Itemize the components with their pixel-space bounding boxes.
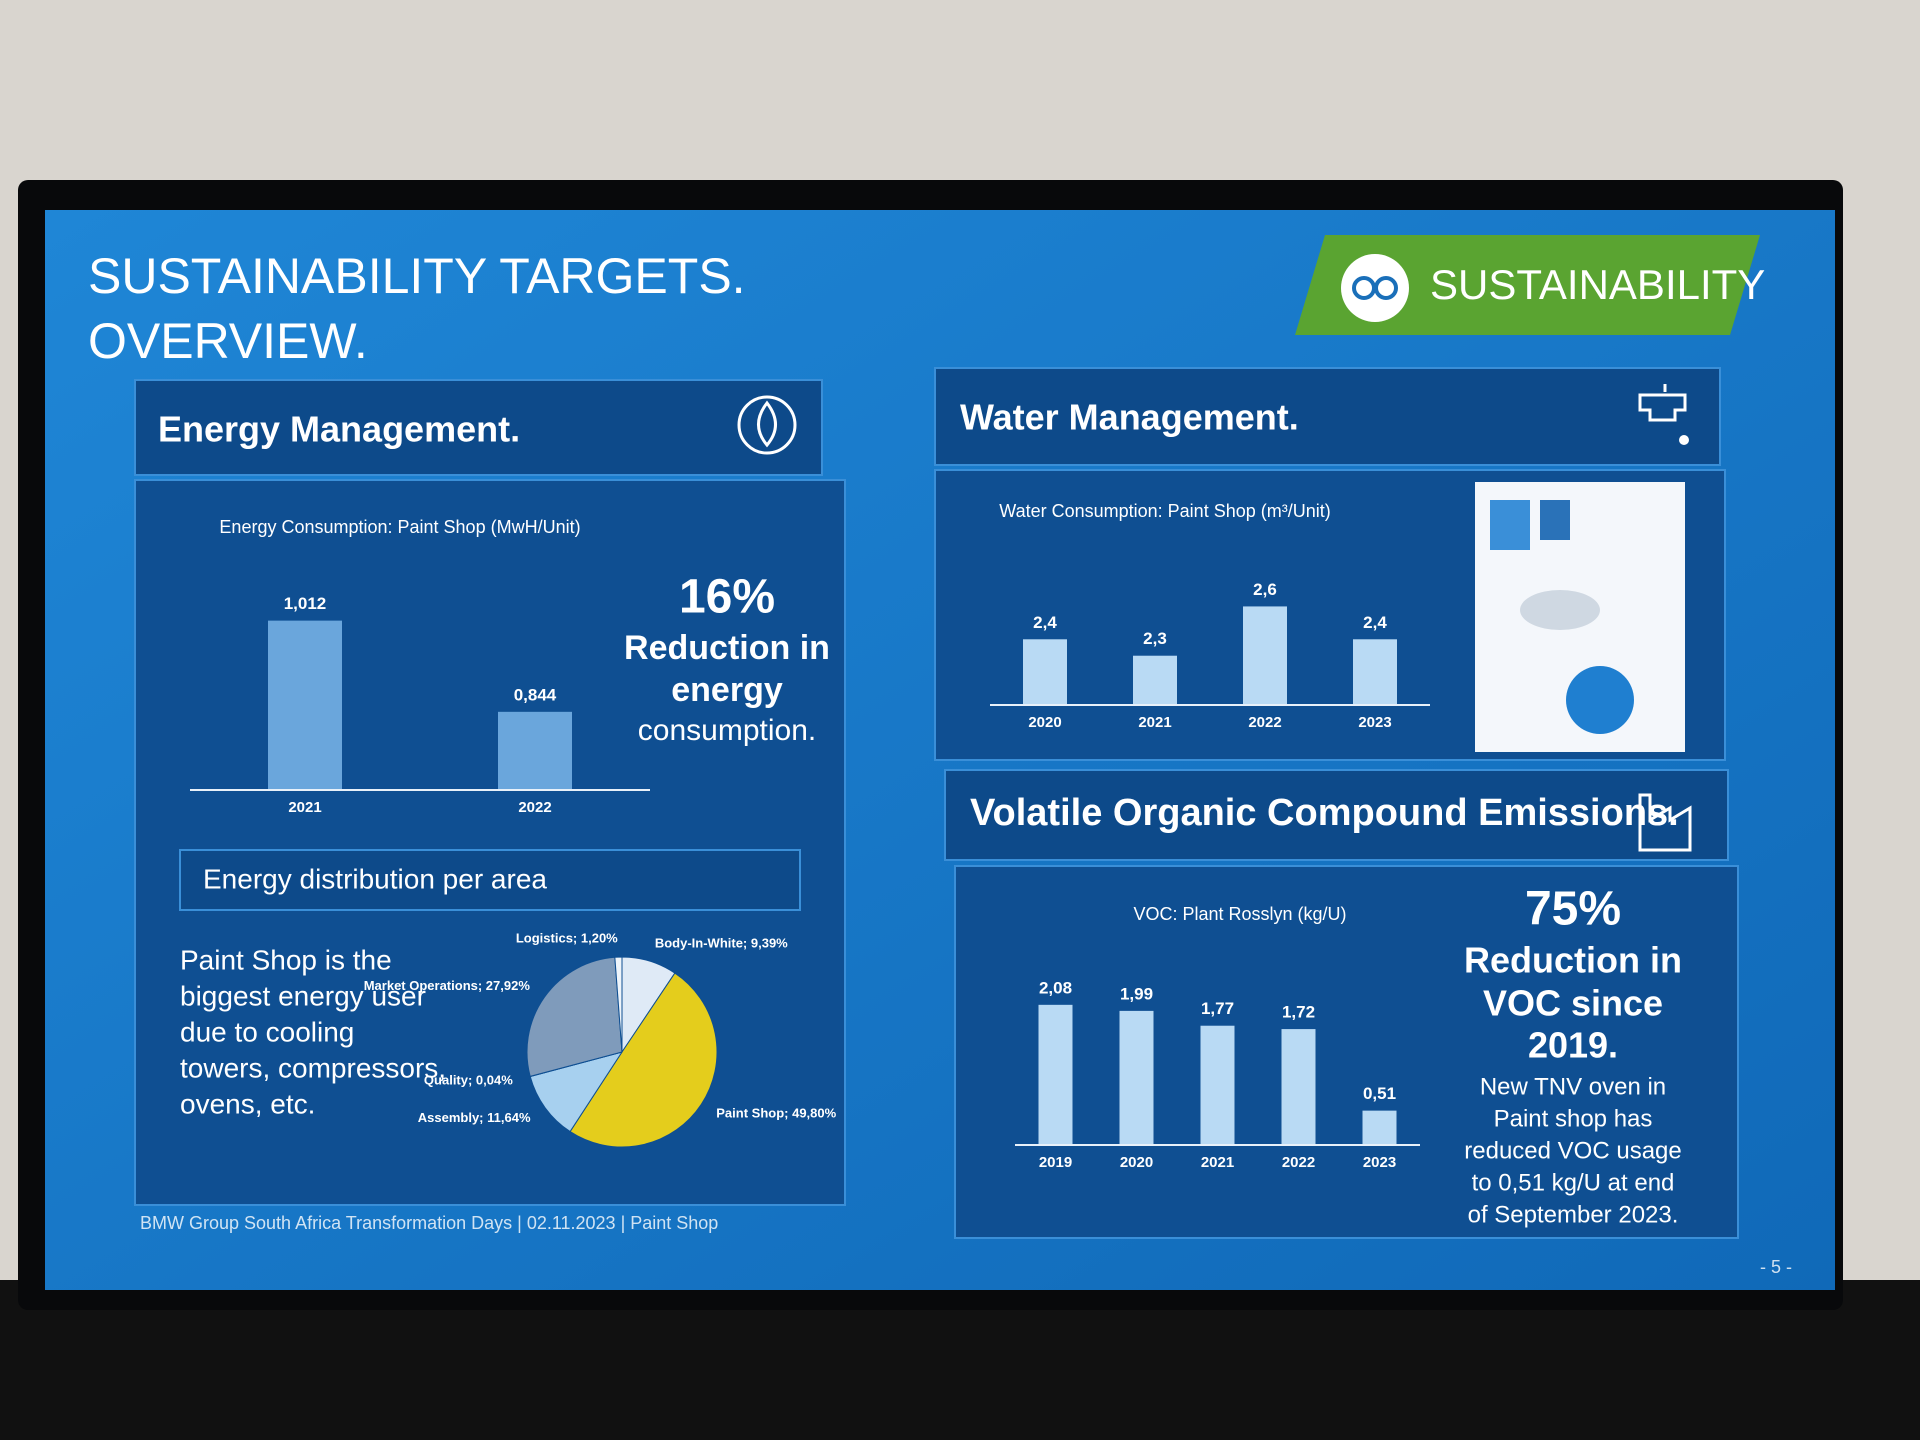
factory-icon	[1638, 793, 1692, 852]
value-label: 0,844	[514, 685, 557, 704]
panel-header	[134, 379, 823, 476]
value-label: 1,77	[1201, 999, 1234, 1018]
callout: Reduction in	[624, 629, 830, 667]
title: SUSTAINABILITY TARGETS.	[88, 248, 746, 304]
infographic	[1520, 590, 1600, 630]
panel	[134, 479, 846, 1206]
subheader	[179, 849, 801, 911]
x-tick-label: 2020	[1120, 1154, 1153, 1171]
value-label: 2,08	[1039, 978, 1072, 997]
pie-slice	[529, 1051, 624, 1133]
x-tick-label: 2022	[518, 799, 551, 816]
bar	[1200, 1025, 1235, 1145]
chart-title: Energy Consumption: Paint Shop (MwH/Unit…	[219, 517, 580, 537]
value-label: 1,72	[1282, 1003, 1315, 1022]
slice-label: Assembly; 11,64%	[418, 1110, 531, 1125]
paragraph: reduced VOC usage	[1464, 1137, 1681, 1164]
value-label: 2,6	[1253, 580, 1277, 599]
leaf-icon	[757, 400, 777, 448]
slice-label: Logistics; 1,20%	[516, 931, 618, 946]
callout: 2019.	[1528, 1025, 1618, 1066]
callout: consumption.	[638, 714, 816, 747]
x-tick-label: 2019	[1039, 1154, 1072, 1171]
x-tick-label: 2022	[1282, 1154, 1315, 1171]
title: OVERVIEW.	[88, 313, 368, 369]
callout: Reduction in	[1464, 940, 1682, 981]
x-tick-label: 2021	[1201, 1154, 1234, 1171]
x-tick-label: 2020	[1028, 714, 1061, 731]
paragraph: biggest energy user	[180, 980, 426, 1011]
paragraph: towers, compressors,	[180, 1052, 446, 1083]
paragraph: Paint shop has	[1494, 1105, 1653, 1132]
leaf-icon	[737, 395, 797, 455]
panel-heading: Volatile Organic Compound Emissions.	[970, 792, 1679, 834]
callout: energy	[671, 671, 783, 709]
x-tick-label: 2021	[288, 799, 321, 816]
paragraph: to 0,51 kg/U at end	[1472, 1169, 1675, 1196]
value-label: 0,51	[1363, 1084, 1396, 1103]
value-label: 1,012	[284, 594, 327, 613]
callout: 75%	[1525, 883, 1621, 936]
value-label: 1,99	[1120, 984, 1153, 1003]
paragraph: due to cooling	[180, 1016, 354, 1047]
bar	[1353, 639, 1397, 705]
value-label: 2,4	[1033, 613, 1057, 632]
paragraph: New TNV oven in	[1480, 1073, 1666, 1100]
infographic	[1566, 666, 1634, 734]
callout: 16%	[679, 571, 775, 624]
panel-header	[944, 769, 1729, 861]
bar	[268, 620, 342, 790]
pie-slice	[526, 956, 623, 1077]
value-label: 2,3	[1143, 629, 1167, 648]
chart-title: Water Consumption: Paint Shop (m³/Unit)	[999, 501, 1330, 521]
value-label: 2,4	[1363, 613, 1387, 632]
slice-label: Body-In-White; 9,39%	[655, 935, 788, 950]
bar	[1243, 606, 1287, 705]
infographic	[1490, 500, 1530, 550]
paragraph: of September 2023.	[1468, 1201, 1679, 1228]
bar	[1133, 655, 1177, 705]
bar	[1038, 1004, 1073, 1145]
slice-label: Quality; 0,04%	[424, 1073, 513, 1088]
bar	[1362, 1110, 1397, 1145]
bar	[1023, 639, 1067, 705]
pie-slice	[569, 972, 718, 1148]
bar	[1119, 1010, 1154, 1145]
badge-icon	[1374, 276, 1398, 300]
tap-icon	[1679, 435, 1689, 445]
panel-header	[934, 367, 1721, 466]
tap-icon	[1638, 384, 1687, 422]
badge	[1295, 235, 1760, 335]
badge-label: SUSTAINABILITY	[1430, 261, 1765, 308]
x-tick-label: 2021	[1138, 714, 1171, 731]
page-number: - 5 -	[1760, 1257, 1792, 1277]
slice-label: Market Operations; 27,92%	[364, 978, 531, 993]
panel-heading: Water Management.	[960, 397, 1299, 438]
slice-label: Paint Shop; 49,80%	[716, 1106, 836, 1121]
x-tick-label: 2023	[1358, 714, 1391, 731]
panel-heading: Energy Management.	[158, 409, 520, 450]
x-tick-label: 2023	[1363, 1154, 1396, 1171]
subheading: Energy distribution per area	[203, 863, 547, 894]
pie-slice	[614, 956, 623, 1053]
chart-title: VOC: Plant Rosslyn (kg/U)	[1133, 904, 1346, 924]
paragraph: Paint Shop is the	[180, 944, 392, 975]
callout: VOC since	[1483, 983, 1663, 1024]
bar	[498, 711, 572, 790]
paragraph: ovens, etc.	[180, 1088, 315, 1119]
x-tick-label: 2022	[1248, 714, 1281, 731]
footer: BMW Group South Africa Transformation Da…	[140, 1213, 718, 1233]
panel	[954, 865, 1739, 1239]
bar	[1281, 1029, 1316, 1145]
infographic	[1540, 500, 1570, 540]
